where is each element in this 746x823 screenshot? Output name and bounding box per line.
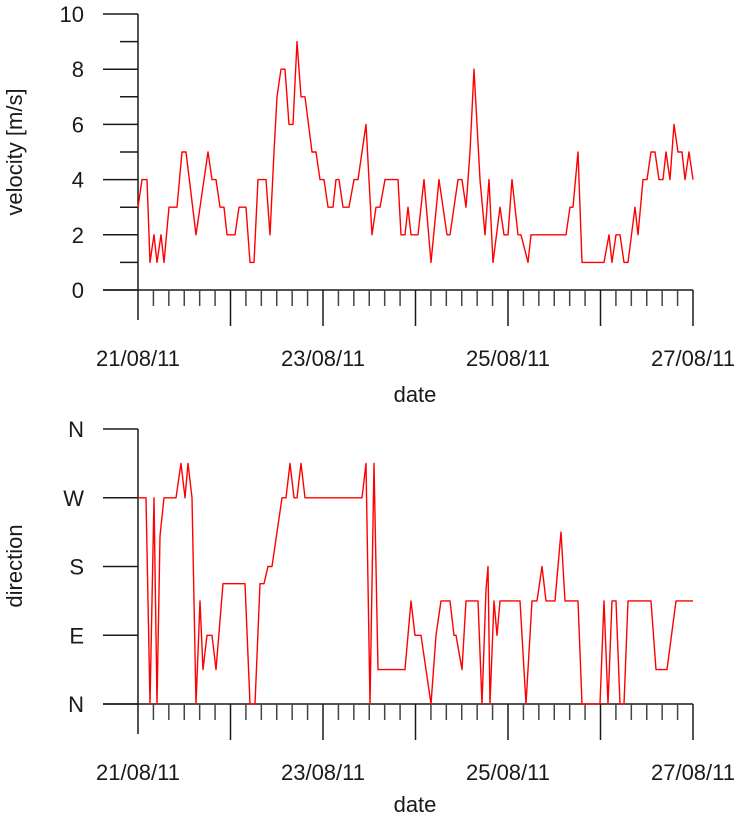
direction-x-tick-labels: 21/08/11 23/08/11 25/08/11 27/08/11 <box>96 760 735 785</box>
y-tick-label: N <box>68 417 84 442</box>
direction-axes <box>103 428 694 740</box>
direction-y-tick-labels: N E S W N <box>63 417 84 717</box>
x-tick-label: 23/08/11 <box>281 346 365 371</box>
direction-line <box>138 462 693 705</box>
y-tick-label: E <box>69 623 84 648</box>
x-tick-label: 25/08/11 <box>466 346 550 371</box>
y-tick-label: W <box>63 486 84 511</box>
velocity-y-tick-labels: 0 2 4 6 8 10 <box>60 2 84 303</box>
x-tick-label: 21/08/11 <box>96 346 180 371</box>
y-tick-label: S <box>69 555 84 580</box>
velocity-x-tick-labels: 21/08/11 23/08/11 25/08/11 27/08/11 <box>96 346 735 371</box>
x-tick-label: 27/08/11 <box>651 346 735 371</box>
x-tick-label: 27/08/11 <box>651 760 735 785</box>
x-tick-label: 23/08/11 <box>281 760 365 785</box>
y-tick-label: 10 <box>60 2 84 27</box>
y-tick-label: 0 <box>72 278 84 303</box>
direction-x-axis-title: date <box>394 792 437 817</box>
y-tick-label: 6 <box>72 112 84 137</box>
direction-plot: N E S W N 21/08/11 23/08/11 25/08/11 27/08/11 d… <box>2 417 735 817</box>
y-tick-label: 4 <box>72 168 84 193</box>
y-tick-label: 8 <box>72 57 84 82</box>
x-tick-label: 21/08/11 <box>96 760 180 785</box>
velocity-y-axis-title: velocity [m/s] <box>2 88 27 215</box>
y-tick-label: 2 <box>72 223 84 248</box>
velocity-line <box>137 40 694 264</box>
velocity-x-axis-title: date <box>394 382 437 407</box>
velocity-plot: 0 2 4 6 8 10 21/08/11 23/08/11 25/08/11 27/08/11… <box>2 2 735 407</box>
y-tick-label: N <box>68 692 84 717</box>
direction-y-axis-title: direction <box>2 524 27 607</box>
velocity-axes <box>103 13 694 326</box>
x-tick-label: 25/08/11 <box>466 760 550 785</box>
